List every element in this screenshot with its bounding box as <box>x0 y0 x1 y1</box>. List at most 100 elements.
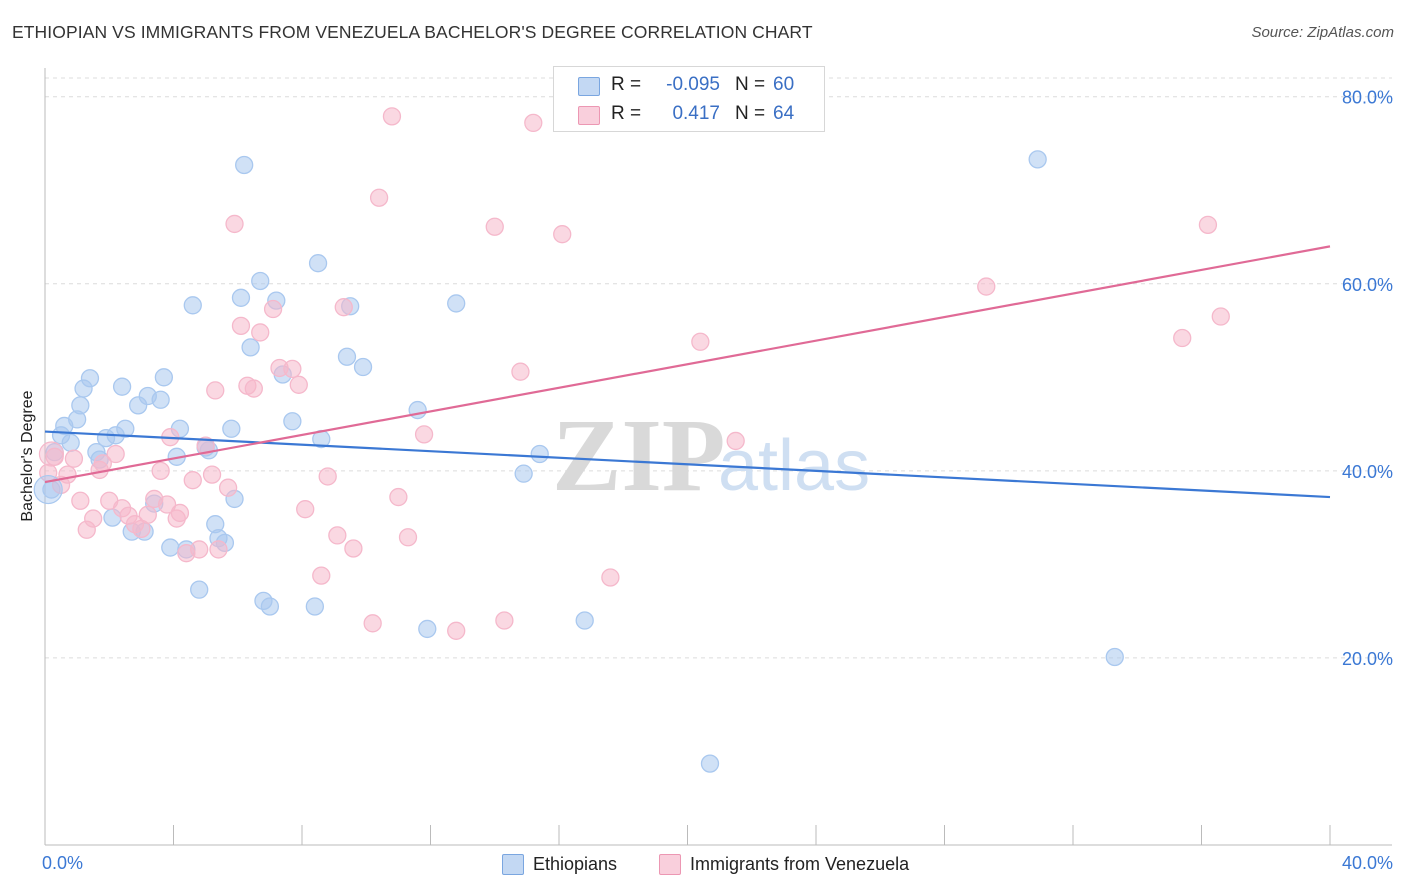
data-point <box>575 611 594 630</box>
data-point <box>231 288 251 307</box>
data-point <box>71 491 90 510</box>
data-point <box>514 464 533 483</box>
data-point <box>112 377 132 396</box>
data-point <box>524 113 543 133</box>
data-point <box>296 500 315 519</box>
data-point <box>382 107 402 126</box>
data-point <box>414 425 434 444</box>
data-point <box>283 359 302 379</box>
data-point <box>138 505 157 524</box>
data-point <box>84 509 103 528</box>
legend-label-venezuela: Immigrants from Venezuela <box>690 854 910 874</box>
data-point <box>447 294 466 313</box>
x-tick-label: 40.0% <box>1342 853 1393 873</box>
data-point <box>218 478 238 497</box>
n-value: 60 <box>773 74 795 95</box>
data-point <box>369 188 389 207</box>
data-point <box>106 444 125 464</box>
data-point <box>1028 150 1047 169</box>
data-point <box>337 347 357 366</box>
watermark: ZIP atlas <box>552 398 870 513</box>
data-point <box>1198 215 1218 235</box>
data-point <box>225 214 244 234</box>
data-point <box>553 225 572 244</box>
correlation-stats-box: R = -0.095 N = 60 R = 0.417 N = 64 <box>553 66 825 132</box>
data-point <box>260 597 280 616</box>
chart-title: ETHIOPIAN VS IMMIGRANTS FROM VENEZUELA B… <box>12 22 813 42</box>
data-point <box>244 379 263 398</box>
data-point <box>363 614 382 633</box>
data-point <box>71 396 90 415</box>
data-point <box>151 461 170 481</box>
stats-swatch-venezuela <box>578 106 600 125</box>
data-point <box>241 338 260 357</box>
data-point <box>408 400 427 420</box>
data-point <box>389 487 408 507</box>
data-point <box>116 419 135 438</box>
data-point <box>691 332 710 351</box>
data-point <box>530 444 549 464</box>
y-tick-label: 60.0% <box>1342 275 1393 295</box>
data-point <box>196 436 215 455</box>
data-point <box>353 357 373 377</box>
r-value: 0.417 <box>672 103 720 124</box>
data-point <box>183 471 202 490</box>
data-point <box>305 597 325 616</box>
data-point <box>601 568 620 587</box>
data-point <box>312 566 331 585</box>
data-point <box>170 503 190 523</box>
data-point <box>190 540 209 559</box>
r-label: R = <box>611 103 642 124</box>
y-tick-label: 80.0% <box>1342 88 1393 108</box>
data-point <box>726 431 745 451</box>
data-point <box>263 299 283 319</box>
data-point <box>318 467 337 486</box>
data-point <box>289 375 308 394</box>
data-point <box>485 217 504 236</box>
data-point <box>33 474 63 505</box>
data-point <box>209 540 228 559</box>
data-point <box>151 390 170 409</box>
data-point <box>283 412 302 431</box>
data-point <box>251 271 270 291</box>
data-point <box>38 441 65 467</box>
legend: Ethiopians Immigrants from Venezuela <box>0 852 1406 878</box>
data-point <box>157 495 177 514</box>
r-value: -0.095 <box>666 74 720 95</box>
data-point <box>308 254 328 273</box>
data-point <box>447 621 466 640</box>
legend-swatch-ethiopians <box>502 854 524 875</box>
trend-line-venezuela <box>44 245 1331 484</box>
x-tick-label: 0.0% <box>42 853 83 873</box>
data-point <box>1173 328 1192 348</box>
data-point <box>61 433 80 452</box>
data-point <box>344 539 363 558</box>
data-point <box>1105 647 1124 667</box>
data-point <box>202 465 222 484</box>
data-point <box>235 155 254 175</box>
data-point <box>222 419 241 438</box>
tick-labels: 20.0% 40.0% 60.0% 80.0% 0.0% 40.0% <box>42 88 1393 873</box>
data-point <box>183 296 202 315</box>
n-label: N = <box>735 74 766 95</box>
data-point <box>154 368 174 387</box>
data-point <box>418 619 437 639</box>
data-point <box>206 381 225 400</box>
trend-lines <box>44 245 1331 499</box>
y-tick-label: 40.0% <box>1342 462 1393 482</box>
data-point <box>161 538 180 557</box>
data-point <box>334 298 353 317</box>
data-point <box>398 528 418 547</box>
data-points <box>33 107 1230 773</box>
n-label: N = <box>735 103 766 124</box>
data-point <box>495 611 514 630</box>
data-point <box>511 362 530 381</box>
series-venezuela <box>39 107 1230 640</box>
watermark-zip: ZIP <box>552 398 725 513</box>
data-point <box>231 316 251 336</box>
data-point <box>328 526 347 545</box>
stats-swatch-ethiopians <box>578 77 600 96</box>
data-point <box>251 323 270 342</box>
data-point <box>1211 307 1230 326</box>
